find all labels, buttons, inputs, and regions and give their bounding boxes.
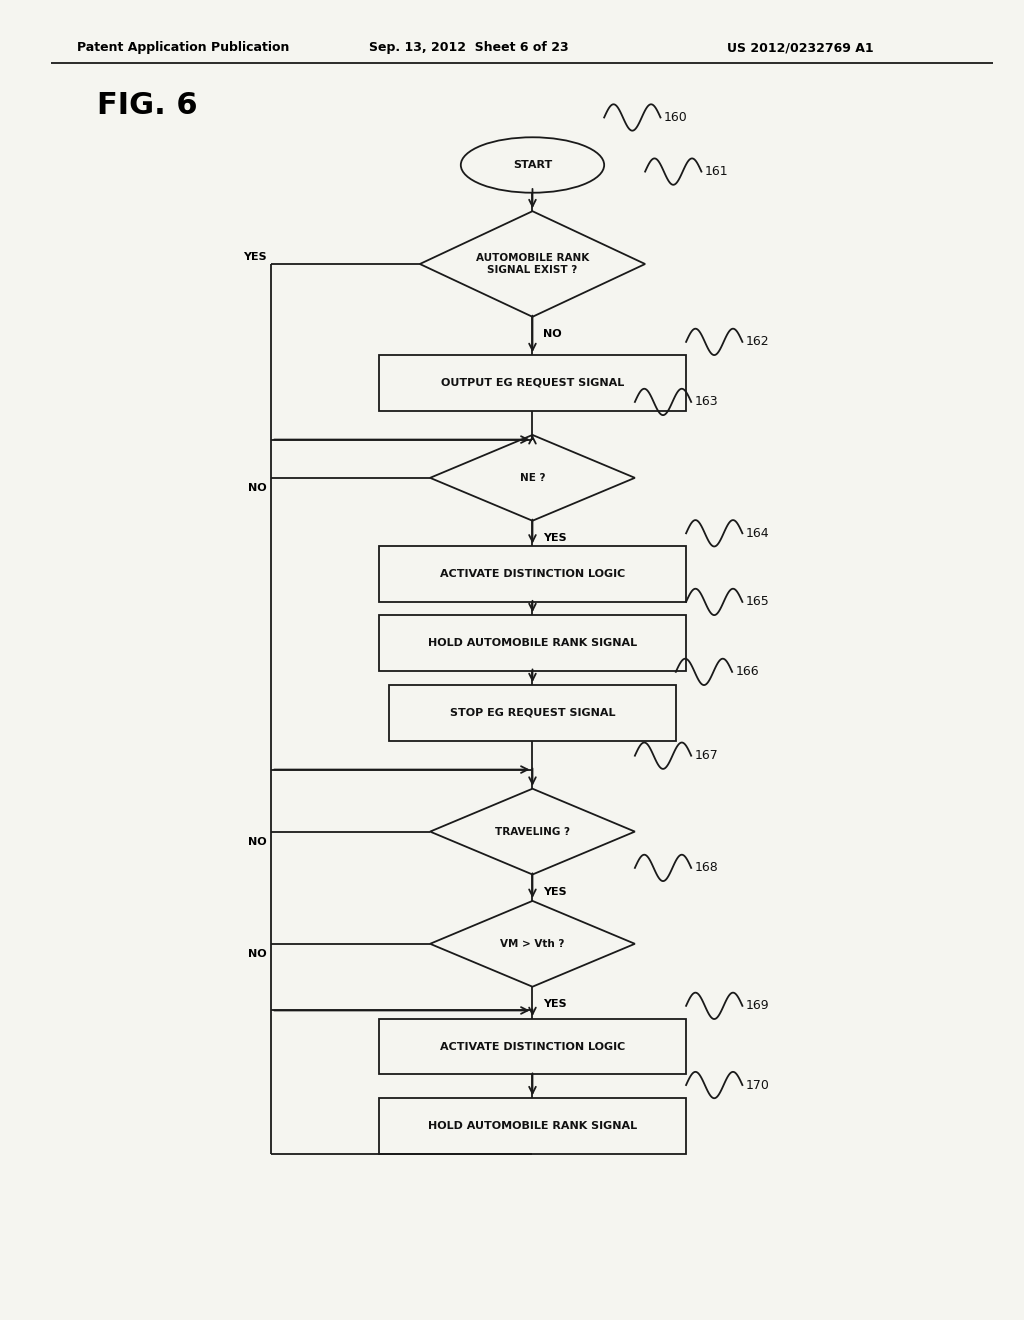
Text: ACTIVATE DISTINCTION LOGIC: ACTIVATE DISTINCTION LOGIC xyxy=(440,1041,625,1052)
Text: US 2012/0232769 A1: US 2012/0232769 A1 xyxy=(727,41,873,54)
Text: STOP EG REQUEST SIGNAL: STOP EG REQUEST SIGNAL xyxy=(450,708,615,718)
Bar xyxy=(389,685,676,741)
Text: 163: 163 xyxy=(694,396,718,408)
Text: NO: NO xyxy=(248,837,266,847)
Text: YES: YES xyxy=(543,533,566,543)
Bar xyxy=(379,1098,686,1154)
Text: TRAVELING ?: TRAVELING ? xyxy=(495,826,570,837)
Text: Patent Application Publication: Patent Application Publication xyxy=(77,41,289,54)
Text: 167: 167 xyxy=(694,750,718,762)
Text: NO: NO xyxy=(248,483,266,494)
Text: YES: YES xyxy=(543,999,566,1008)
Text: NO: NO xyxy=(543,329,561,339)
Text: 161: 161 xyxy=(705,165,728,178)
Text: NO: NO xyxy=(248,949,266,960)
Text: NE ?: NE ? xyxy=(520,473,545,483)
Text: YES: YES xyxy=(543,887,566,896)
Text: 170: 170 xyxy=(745,1078,769,1092)
Bar xyxy=(379,615,686,671)
Text: 162: 162 xyxy=(745,335,769,348)
Text: ACTIVATE DISTINCTION LOGIC: ACTIVATE DISTINCTION LOGIC xyxy=(440,569,625,579)
Text: 160: 160 xyxy=(664,111,687,124)
Text: VM > Vth ?: VM > Vth ? xyxy=(501,939,564,949)
Text: 166: 166 xyxy=(735,665,759,678)
Text: 165: 165 xyxy=(745,595,769,609)
Text: Sep. 13, 2012  Sheet 6 of 23: Sep. 13, 2012 Sheet 6 of 23 xyxy=(369,41,568,54)
Bar xyxy=(379,546,686,602)
Text: HOLD AUTOMOBILE RANK SIGNAL: HOLD AUTOMOBILE RANK SIGNAL xyxy=(428,1121,637,1131)
Text: FIG. 6: FIG. 6 xyxy=(97,91,198,120)
Text: YES: YES xyxy=(243,252,266,263)
Text: 168: 168 xyxy=(694,862,718,874)
Text: HOLD AUTOMOBILE RANK SIGNAL: HOLD AUTOMOBILE RANK SIGNAL xyxy=(428,638,637,648)
Text: AUTOMOBILE RANK
SIGNAL EXIST ?: AUTOMOBILE RANK SIGNAL EXIST ? xyxy=(476,253,589,275)
Text: START: START xyxy=(513,160,552,170)
Bar xyxy=(379,1019,686,1074)
Text: OUTPUT EG REQUEST SIGNAL: OUTPUT EG REQUEST SIGNAL xyxy=(441,378,624,388)
Text: 169: 169 xyxy=(745,999,769,1012)
Text: 164: 164 xyxy=(745,527,769,540)
Bar xyxy=(379,355,686,411)
